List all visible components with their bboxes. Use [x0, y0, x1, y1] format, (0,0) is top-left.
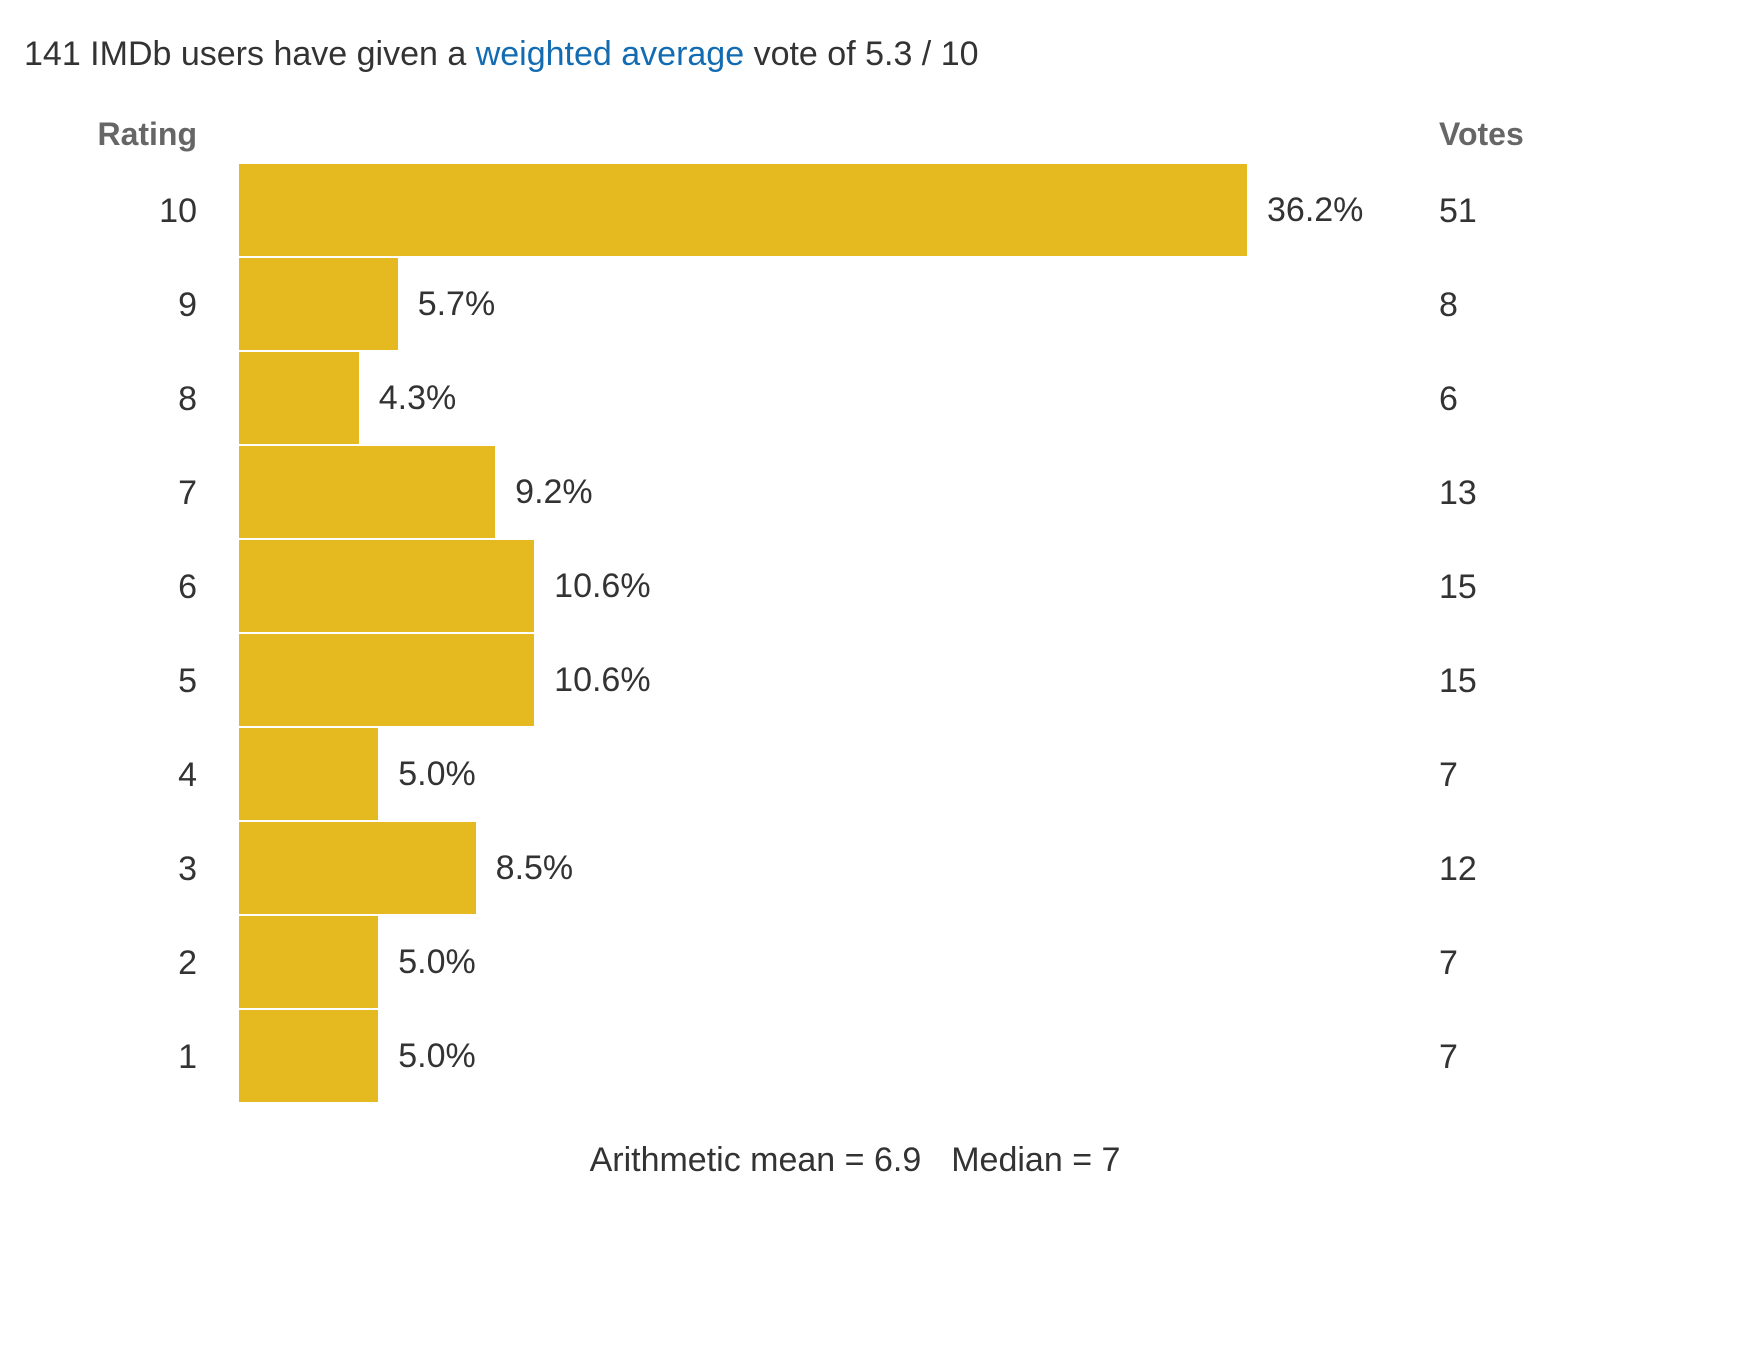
vote-summary: 141 IMDb users have given a weighted ave… — [24, 32, 979, 76]
rating-label: 10 — [159, 192, 197, 230]
vote-count: 7 — [1439, 944, 1458, 982]
rating-bar — [239, 164, 1247, 256]
percent-label: 36.2% — [1267, 191, 1364, 229]
rating-label: 6 — [178, 568, 197, 606]
rating-label: 4 — [178, 756, 197, 794]
vote-count: 15 — [1439, 568, 1477, 606]
vote-count: 12 — [1439, 850, 1477, 888]
vote-count: 8 — [1439, 286, 1458, 324]
percent-label: 5.0% — [398, 755, 476, 793]
percent-label: 4.3% — [378, 379, 457, 417]
summary-suffix: vote of 5.3 / 10 — [744, 35, 979, 73]
percent-label: 5.0% — [398, 1037, 476, 1075]
summary-prefix: 141 IMDb users have given a — [24, 35, 476, 73]
vote-count: 15 — [1439, 662, 1477, 700]
percent-label: 5.7% — [417, 285, 496, 323]
arithmetic-mean: Arithmetic mean = 6.9 — [589, 1141, 922, 1179]
rating-label: 9 — [178, 286, 197, 324]
percent-label: 10.6% — [554, 567, 651, 605]
median: Median = 7 — [951, 1141, 1121, 1179]
rating-bar — [239, 446, 496, 538]
rating-bar — [239, 822, 476, 914]
rating-label: 1 — [178, 1038, 197, 1076]
percent-label: 8.5% — [495, 849, 574, 887]
rating-bar — [239, 916, 379, 1008]
rating-label: 2 — [178, 944, 197, 982]
vote-count: 6 — [1439, 380, 1458, 418]
vote-count: 7 — [1439, 756, 1458, 794]
rating-bar — [239, 540, 535, 632]
rating-bar — [239, 1010, 379, 1102]
rating-label: 3 — [178, 850, 197, 888]
statistics-footer: Arithmetic mean = 6.9 Median = 7 — [0, 1138, 1710, 1182]
vote-count: 13 — [1439, 474, 1477, 512]
rating-bar — [239, 258, 398, 350]
percent-label: 9.2% — [515, 473, 593, 511]
percent-label: 5.0% — [398, 943, 476, 981]
vote-count: 7 — [1439, 1038, 1458, 1076]
rating-bar — [239, 352, 359, 444]
percent-label: 10.6% — [554, 661, 651, 699]
rating-bar — [239, 728, 379, 820]
rating-label: 5 — [178, 662, 197, 700]
weighted-average-link[interactable]: weighted average — [475, 35, 745, 73]
vote-count: 51 — [1439, 192, 1477, 230]
votes-column-header: Votes — [1439, 116, 1524, 152]
rating-bar — [239, 634, 535, 726]
rating-label: 7 — [178, 474, 197, 512]
rating-column-header: Rating — [97, 116, 197, 152]
rating-label: 8 — [178, 380, 197, 418]
